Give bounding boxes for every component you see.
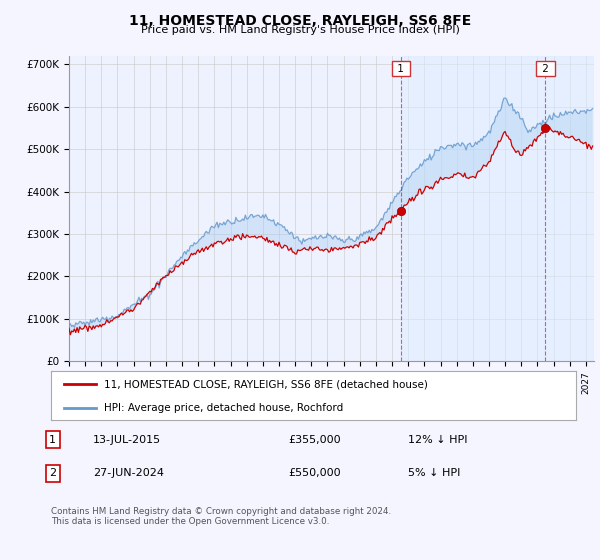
Bar xyxy=(545,56,594,361)
Text: 2: 2 xyxy=(49,468,56,478)
Text: £355,000: £355,000 xyxy=(288,435,341,445)
Text: £550,000: £550,000 xyxy=(288,468,341,478)
Text: HPI: Average price, detached house, Rochford: HPI: Average price, detached house, Roch… xyxy=(104,403,343,413)
Text: 1: 1 xyxy=(394,64,407,74)
Text: 1: 1 xyxy=(49,435,56,445)
Text: 27-JUN-2024: 27-JUN-2024 xyxy=(93,468,164,478)
Text: 2: 2 xyxy=(539,64,552,74)
Text: 5% ↓ HPI: 5% ↓ HPI xyxy=(408,468,460,478)
Text: 13-JUL-2015: 13-JUL-2015 xyxy=(93,435,161,445)
Text: Contains HM Land Registry data © Crown copyright and database right 2024.
This d: Contains HM Land Registry data © Crown c… xyxy=(51,507,391,526)
Bar xyxy=(401,56,594,361)
Text: 12% ↓ HPI: 12% ↓ HPI xyxy=(408,435,467,445)
Text: 11, HOMESTEAD CLOSE, RAYLEIGH, SS6 8FE: 11, HOMESTEAD CLOSE, RAYLEIGH, SS6 8FE xyxy=(129,14,471,28)
Text: Price paid vs. HM Land Registry's House Price Index (HPI): Price paid vs. HM Land Registry's House … xyxy=(140,25,460,35)
Text: 11, HOMESTEAD CLOSE, RAYLEIGH, SS6 8FE (detached house): 11, HOMESTEAD CLOSE, RAYLEIGH, SS6 8FE (… xyxy=(104,379,427,389)
